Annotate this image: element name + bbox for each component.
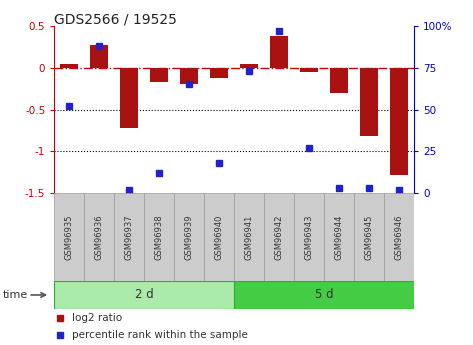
Bar <box>144 193 174 281</box>
Bar <box>180 68 198 85</box>
Bar <box>234 281 414 309</box>
Bar <box>270 36 288 68</box>
Bar <box>210 68 228 78</box>
Bar <box>234 193 264 281</box>
Bar <box>120 68 138 128</box>
Text: GSM96942: GSM96942 <box>274 215 284 260</box>
Text: GSM96935: GSM96935 <box>65 215 74 260</box>
Text: GDS2566 / 19525: GDS2566 / 19525 <box>54 12 177 26</box>
Text: 5 d: 5 d <box>315 288 333 302</box>
Bar <box>90 45 108 68</box>
Bar <box>174 193 204 281</box>
Bar <box>61 65 79 68</box>
Bar <box>150 68 168 82</box>
Text: GSM96944: GSM96944 <box>334 215 343 260</box>
Text: GSM96938: GSM96938 <box>155 214 164 260</box>
Bar <box>84 193 114 281</box>
Bar <box>114 193 144 281</box>
Text: GSM96943: GSM96943 <box>305 215 314 260</box>
Text: GSM96945: GSM96945 <box>364 215 374 260</box>
Text: log2 ratio: log2 ratio <box>71 314 122 323</box>
Bar <box>384 193 414 281</box>
Text: GSM96946: GSM96946 <box>394 215 403 260</box>
Text: GSM96937: GSM96937 <box>125 214 134 260</box>
Bar <box>240 63 258 68</box>
Bar <box>300 68 318 72</box>
Text: 2 d: 2 d <box>135 288 154 302</box>
Bar <box>354 193 384 281</box>
Text: percentile rank within the sample: percentile rank within the sample <box>71 330 247 339</box>
Bar <box>204 193 234 281</box>
Text: time: time <box>2 290 27 300</box>
Text: GSM96939: GSM96939 <box>184 215 194 260</box>
Bar <box>324 193 354 281</box>
Bar <box>360 68 378 136</box>
Bar <box>294 193 324 281</box>
Bar <box>54 281 234 309</box>
Bar <box>54 193 84 281</box>
Text: GSM96941: GSM96941 <box>245 215 254 260</box>
Bar <box>330 68 348 93</box>
Text: GSM96936: GSM96936 <box>95 214 104 260</box>
Bar <box>264 193 294 281</box>
Bar <box>390 68 408 175</box>
Text: GSM96940: GSM96940 <box>215 215 224 260</box>
